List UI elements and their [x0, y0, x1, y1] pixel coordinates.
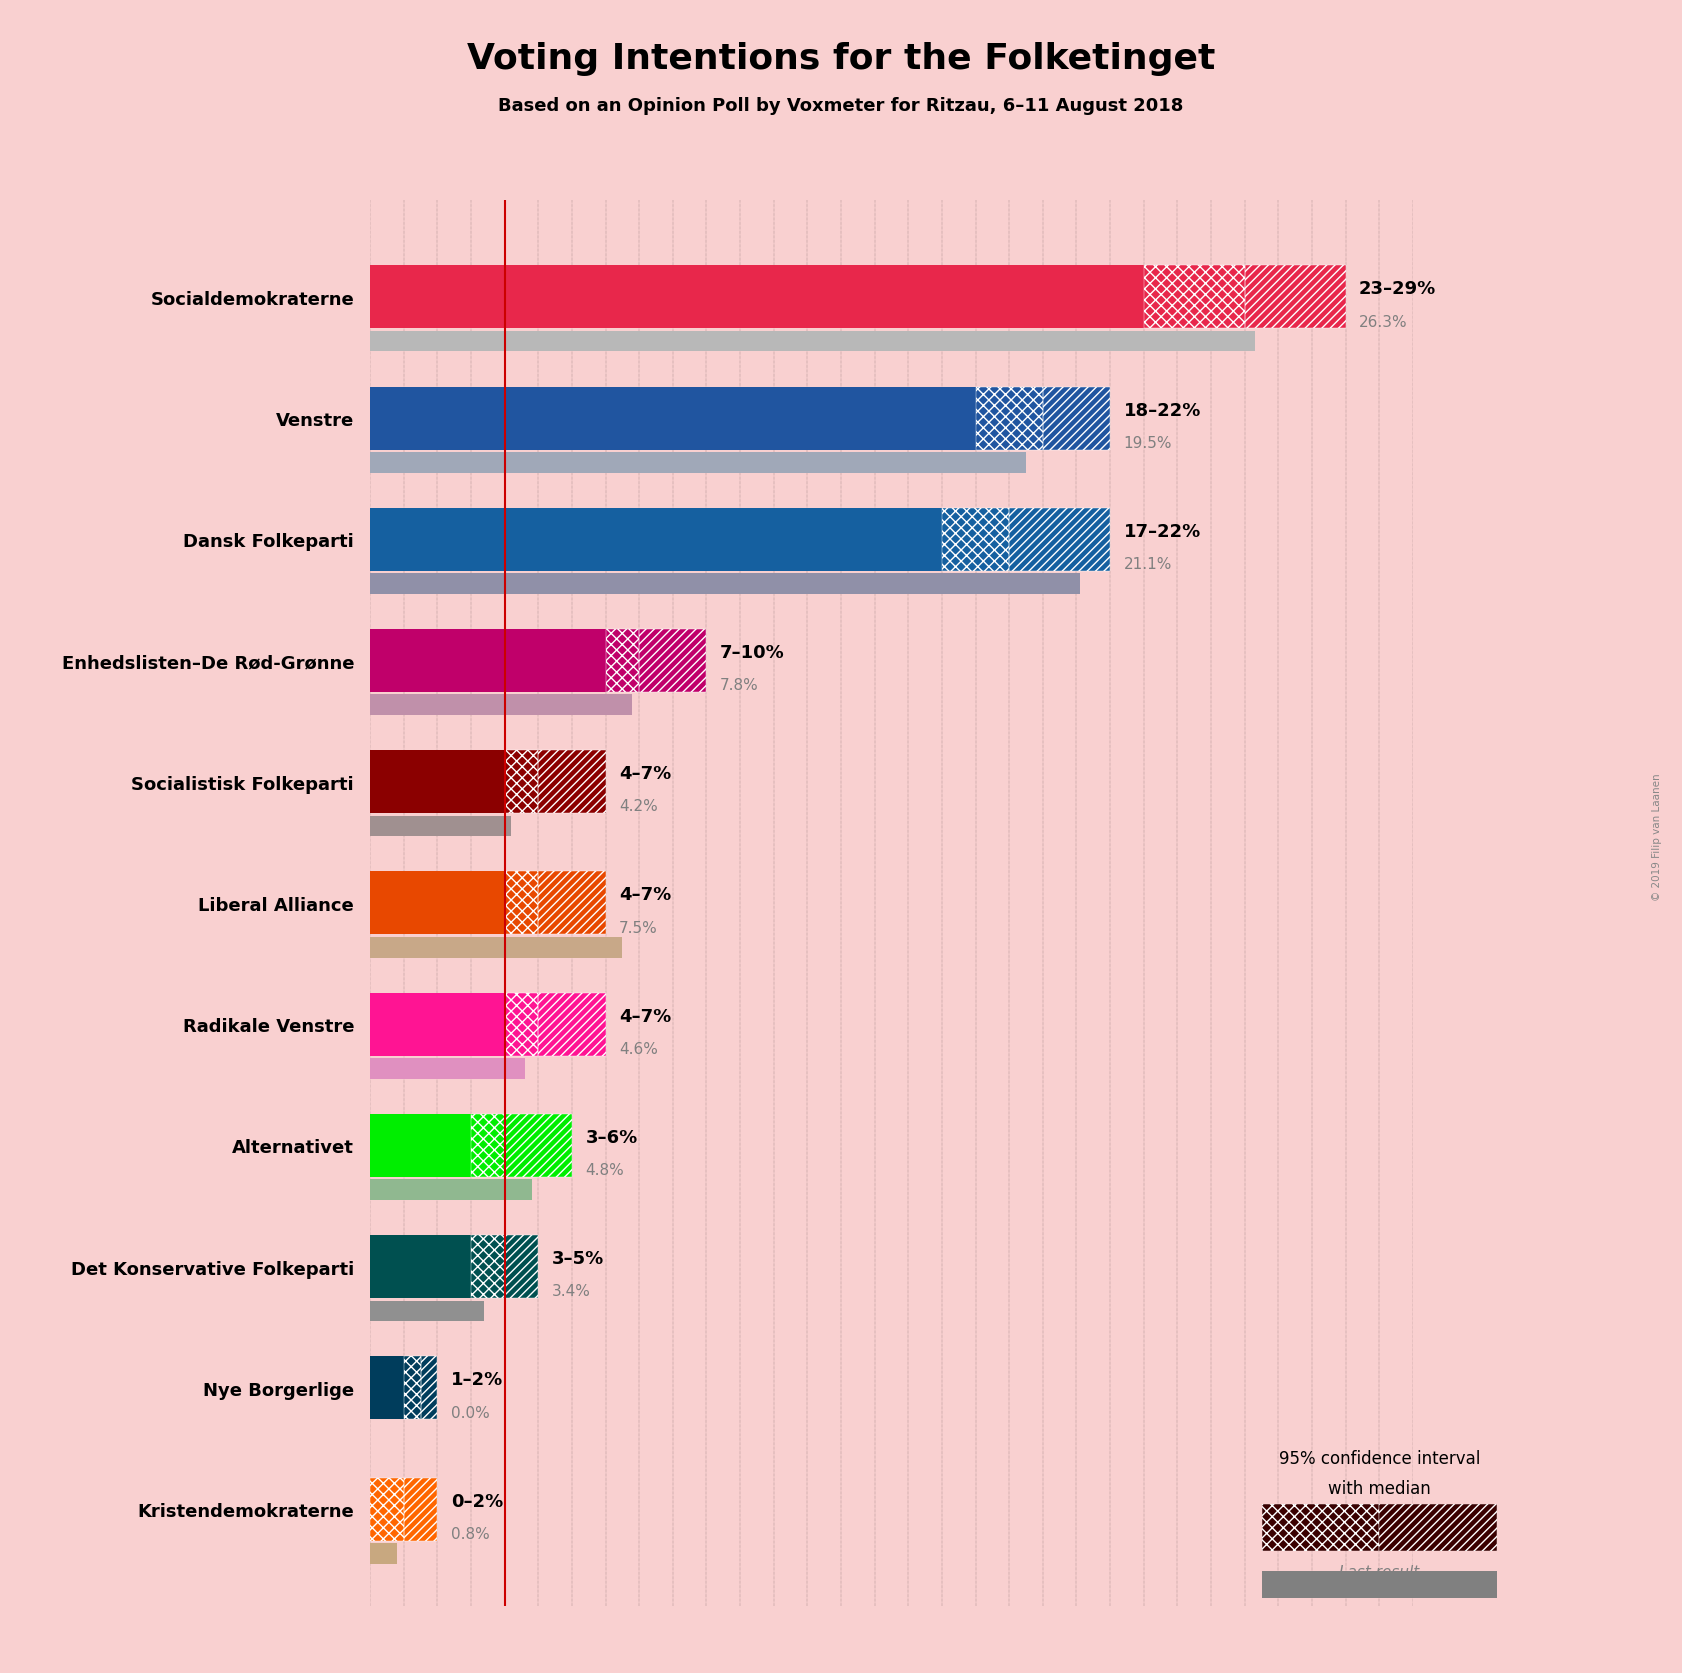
- Bar: [370, 388, 976, 450]
- Bar: [976, 388, 1043, 450]
- Bar: [505, 872, 538, 935]
- Bar: [370, 1543, 397, 1564]
- Bar: [404, 1357, 420, 1419]
- Bar: [370, 1179, 532, 1200]
- Bar: [538, 751, 606, 813]
- Bar: [505, 1235, 538, 1298]
- Bar: [639, 629, 706, 693]
- Bar: [404, 1357, 420, 1419]
- Bar: [471, 1235, 505, 1298]
- Bar: [538, 872, 606, 935]
- Bar: [370, 453, 1026, 473]
- Text: 7–10%: 7–10%: [720, 644, 784, 661]
- Bar: [505, 872, 538, 935]
- Bar: [471, 1114, 505, 1178]
- Text: 4–7%: 4–7%: [619, 1007, 671, 1026]
- Bar: [370, 331, 1255, 353]
- Bar: [370, 1114, 471, 1178]
- Bar: [1379, 1504, 1497, 1551]
- Bar: [370, 694, 632, 716]
- Bar: [471, 1114, 505, 1178]
- Bar: [606, 629, 639, 693]
- Text: 3–6%: 3–6%: [585, 1128, 637, 1146]
- Bar: [370, 629, 606, 693]
- Text: with median: with median: [1327, 1479, 1431, 1497]
- Text: 21.1%: 21.1%: [1124, 557, 1172, 572]
- Bar: [370, 574, 1080, 594]
- Text: © 2019 Filip van Laanen: © 2019 Filip van Laanen: [1652, 773, 1662, 900]
- Text: 0.8%: 0.8%: [451, 1526, 489, 1541]
- Text: 4.8%: 4.8%: [585, 1163, 624, 1178]
- Bar: [505, 751, 538, 813]
- Bar: [505, 994, 538, 1056]
- Bar: [1262, 1504, 1379, 1551]
- Bar: [639, 629, 706, 693]
- Bar: [1245, 266, 1346, 330]
- Text: 26.3%: 26.3%: [1359, 315, 1408, 330]
- Bar: [505, 1114, 572, 1178]
- Text: 18–22%: 18–22%: [1124, 402, 1201, 420]
- Bar: [538, 994, 606, 1056]
- Text: 23–29%: 23–29%: [1359, 279, 1436, 298]
- Bar: [404, 1477, 437, 1541]
- Bar: [370, 509, 942, 572]
- Bar: [538, 751, 606, 813]
- Bar: [370, 266, 1144, 330]
- Text: 17–22%: 17–22%: [1124, 522, 1201, 540]
- Bar: [370, 816, 511, 836]
- Text: 19.5%: 19.5%: [1124, 435, 1172, 450]
- Bar: [370, 1235, 471, 1298]
- Bar: [1009, 509, 1110, 572]
- Text: 1–2%: 1–2%: [451, 1370, 503, 1389]
- Bar: [1144, 266, 1245, 330]
- Text: 0.0%: 0.0%: [451, 1405, 489, 1420]
- Bar: [370, 994, 505, 1056]
- Bar: [1043, 388, 1110, 450]
- Bar: [505, 751, 538, 813]
- Bar: [404, 1477, 437, 1541]
- Bar: [1245, 266, 1346, 330]
- Bar: [370, 1477, 404, 1541]
- Bar: [370, 1357, 404, 1419]
- Bar: [505, 1114, 572, 1178]
- Bar: [370, 872, 505, 935]
- Text: 0–2%: 0–2%: [451, 1492, 503, 1509]
- Bar: [942, 509, 1009, 572]
- Text: 4–7%: 4–7%: [619, 887, 671, 903]
- Bar: [1144, 266, 1245, 330]
- Bar: [1009, 509, 1110, 572]
- Text: 4.2%: 4.2%: [619, 800, 658, 815]
- Text: 3.4%: 3.4%: [552, 1283, 590, 1298]
- Bar: [370, 1302, 484, 1322]
- Bar: [370, 751, 505, 813]
- Text: Based on an Opinion Poll by Voxmeter for Ritzau, 6–11 August 2018: Based on an Opinion Poll by Voxmeter for…: [498, 97, 1184, 115]
- Text: Voting Intentions for the Folketinget: Voting Intentions for the Folketinget: [468, 42, 1214, 75]
- Bar: [1379, 1504, 1497, 1551]
- Bar: [471, 1235, 505, 1298]
- Text: 4.6%: 4.6%: [619, 1041, 658, 1056]
- Bar: [606, 629, 639, 693]
- Bar: [370, 1477, 404, 1541]
- Bar: [538, 994, 606, 1056]
- Text: 7.8%: 7.8%: [720, 678, 759, 693]
- Bar: [538, 872, 606, 935]
- Bar: [1043, 388, 1110, 450]
- Bar: [942, 509, 1009, 572]
- Text: 7.5%: 7.5%: [619, 920, 658, 935]
- Bar: [420, 1357, 437, 1419]
- Bar: [505, 1235, 538, 1298]
- Text: Last result: Last result: [1339, 1564, 1420, 1579]
- Bar: [370, 937, 622, 959]
- Bar: [505, 994, 538, 1056]
- Text: 95% confidence interval: 95% confidence interval: [1278, 1449, 1480, 1467]
- Text: 4–7%: 4–7%: [619, 765, 671, 783]
- Text: 3–5%: 3–5%: [552, 1250, 604, 1268]
- Bar: [420, 1357, 437, 1419]
- Bar: [976, 388, 1043, 450]
- Bar: [1262, 1504, 1379, 1551]
- Bar: [370, 1059, 525, 1079]
